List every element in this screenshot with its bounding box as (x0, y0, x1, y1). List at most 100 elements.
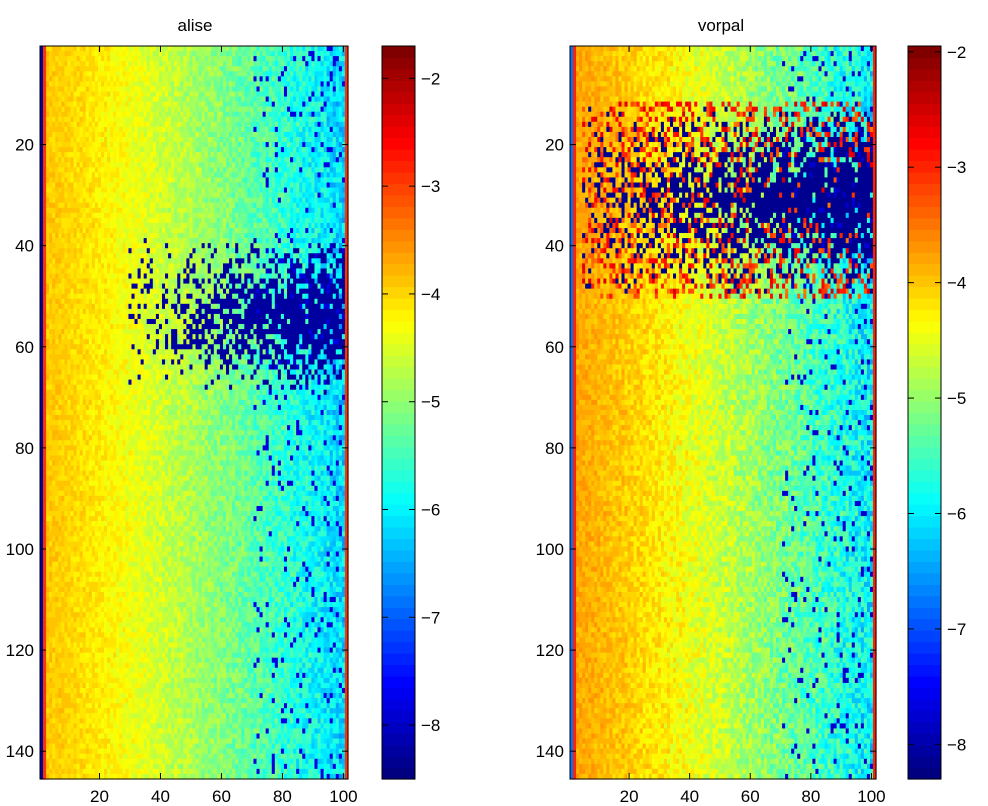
heatmap-cell (58, 167, 65, 173)
heatmap-cell (150, 198, 157, 204)
heatmap-cell (183, 243, 190, 249)
heatmap-cell (159, 279, 166, 285)
heatmap-cell (138, 81, 145, 87)
heatmap-cell (71, 203, 87, 209)
heatmap-cell (95, 107, 105, 113)
heatmap-cell (125, 112, 132, 118)
heatmap-cell (61, 213, 71, 219)
heatmap-cell (177, 86, 184, 92)
heatmap-cell (330, 289, 340, 295)
heatmap-cell (74, 127, 81, 133)
heatmap-cell (101, 182, 108, 188)
heatmap-cell (208, 213, 215, 219)
heatmap-cell (302, 213, 309, 219)
heatmap-cell (61, 294, 68, 300)
heatmap-cell (98, 228, 105, 234)
heatmap-cell (110, 218, 117, 224)
heatmap-cell (159, 172, 166, 178)
heatmap-cell (247, 213, 254, 219)
heatmap-cell (64, 117, 71, 123)
heatmap-cell (141, 157, 148, 163)
heatmap-cell (83, 289, 96, 295)
heatmap-cell (64, 71, 71, 77)
heatmap-cell (49, 61, 56, 67)
heatmap-cell (327, 107, 334, 113)
heatmap-cell (125, 122, 132, 128)
heatmap-cell (122, 253, 129, 259)
heatmap-cell (156, 238, 166, 244)
heatmap-cell (192, 61, 199, 67)
heatmap-cell (247, 238, 254, 244)
heatmap-cell (180, 132, 190, 138)
heatmap-cell (199, 107, 206, 113)
heatmap-cell (293, 279, 306, 285)
heatmap-cell (314, 92, 321, 98)
heatmap-cell (269, 46, 276, 52)
heatmap-cell (244, 273, 254, 279)
heatmap-cell (199, 223, 206, 229)
heatmap-cell (232, 198, 239, 204)
heatmap-cell (122, 263, 129, 269)
heatmap-cell (83, 167, 90, 173)
heatmap-cell (165, 127, 175, 133)
heatmap-cell (269, 172, 276, 178)
heatmap-cell (171, 46, 184, 52)
heatmap-cell (186, 182, 196, 188)
heatmap-cell (171, 182, 178, 188)
heatmap-cell (180, 71, 187, 77)
heatmap-cell (177, 61, 184, 67)
heatmap-cell (186, 294, 193, 300)
heatmap-cell (92, 177, 102, 183)
heatmap-cell (156, 66, 163, 72)
heatmap-cell (183, 107, 190, 113)
heatmap-cell (275, 294, 285, 300)
heatmap-cell (52, 102, 59, 108)
heatmap-cell (311, 284, 318, 290)
heatmap-cell (241, 102, 248, 108)
heatmap-cell (311, 152, 318, 158)
heatmap-cell (80, 152, 87, 158)
heatmap-cell (208, 188, 215, 194)
heatmap-cell (180, 299, 187, 305)
heatmap-cell (253, 162, 260, 168)
heatmap-cell (220, 273, 227, 279)
heatmap-cell (266, 56, 273, 62)
heatmap-cell (150, 243, 157, 249)
heatmap-cell (241, 147, 248, 153)
heatmap-cell (74, 92, 81, 98)
heatmap-cell (232, 76, 239, 82)
heatmap-cell (260, 279, 267, 285)
heatmap-cell (71, 284, 78, 290)
heatmap-cell (80, 61, 87, 67)
heatmap-cell (281, 177, 288, 183)
heatmap-cell (308, 294, 333, 300)
heatmap-cell (144, 97, 154, 103)
heatmap-cell (86, 294, 93, 300)
heatmap-cell (128, 228, 135, 234)
heatmap-cell (232, 182, 239, 188)
heatmap-cell (253, 142, 260, 148)
heatmap-cell (330, 284, 337, 290)
heatmap-cell (266, 294, 273, 300)
heatmap-cell (308, 299, 315, 305)
heatmap-cell (150, 152, 157, 158)
heatmap-cell (180, 97, 187, 103)
heatmap-cell (177, 268, 184, 274)
heatmap-cell (287, 177, 294, 183)
heatmap-cell (61, 92, 68, 98)
heatmap-cell (247, 218, 254, 224)
heatmap-cell (52, 46, 62, 52)
heatmap-cell (192, 253, 199, 259)
heatmap-cell (74, 132, 81, 138)
heatmap-cell (125, 238, 132, 244)
heatmap-cell (165, 294, 172, 300)
heatmap-cell (192, 208, 202, 214)
heatmap-cell (314, 213, 321, 219)
heatmap-cell (128, 46, 135, 52)
heatmap-cell (281, 223, 288, 229)
heatmap-cell (174, 127, 181, 133)
heatmap-cell (321, 117, 328, 123)
heatmap-cell (302, 167, 309, 173)
heatmap-cell (98, 289, 105, 295)
heatmap-cell (138, 177, 148, 183)
